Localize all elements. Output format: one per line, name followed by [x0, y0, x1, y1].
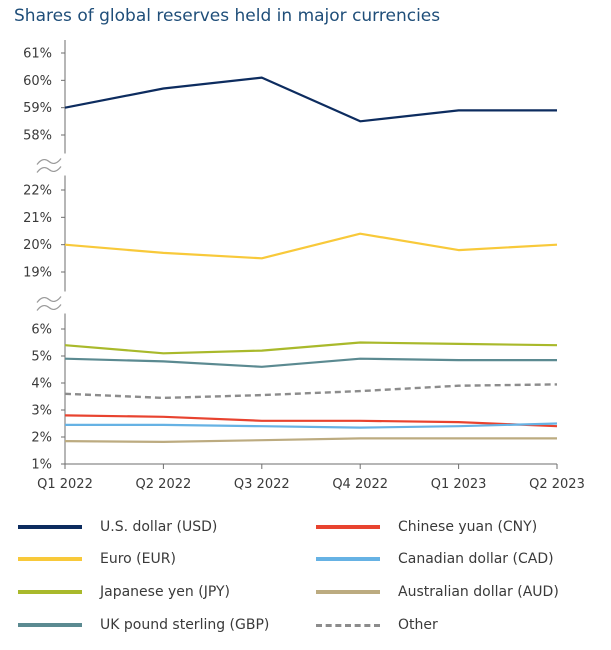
legend-item: Canadian dollar (CAD) [316, 548, 554, 570]
legend-item: Other [316, 614, 438, 636]
y-tick-label: 6% [31, 323, 52, 338]
series-line-chinese-yuan-cny [64, 414, 558, 428]
legend-item: U.S. dollar (USD) [18, 516, 217, 538]
legend: U.S. dollar (USD) Chinese yuan (CNY) Eur… [18, 516, 608, 646]
axis-break-mask [35, 153, 75, 176]
legend-swatch-other [316, 623, 380, 627]
axis-break-icon [36, 304, 62, 311]
x-tick-label: Q1 2023 [431, 477, 487, 492]
series-line-u-s-dollar-usd [64, 76, 557, 123]
legend-label: Other [398, 617, 438, 633]
legend-swatch-cny [316, 525, 380, 529]
legend-item: Australian dollar (AUD) [316, 581, 559, 603]
x-tick-label: Q3 2022 [234, 477, 290, 492]
axis-break-icon [36, 296, 62, 303]
legend-swatch-gbp [18, 623, 82, 627]
y-tick-label: 2% [31, 431, 52, 446]
y-tick-label: 59% [23, 101, 52, 116]
legend-item: Japanese yen (JPY) [18, 581, 230, 603]
legend-swatch-eur [18, 557, 82, 561]
axis-break-icon [36, 166, 62, 173]
legend-label: Euro (EUR) [100, 551, 176, 567]
series-line-canadian-dollar-cad [65, 422, 558, 429]
legend-item: Chinese yuan (CNY) [316, 516, 537, 538]
y-tick-label: 3% [31, 404, 52, 419]
legend-item: UK pound sterling (GBP) [18, 614, 269, 636]
y-tick-label: 1% [31, 458, 52, 473]
y-tick-label: 22% [23, 184, 52, 199]
x-tick-label: Q2 2023 [529, 477, 585, 492]
y-tick-label: 20% [23, 238, 52, 253]
legend-swatch-cad [316, 557, 380, 561]
y-tick-label: 61% [23, 47, 52, 62]
legend-swatch-usd [18, 525, 82, 529]
legend-label: U.S. dollar (USD) [100, 519, 218, 535]
legend-swatch-aud [316, 590, 380, 594]
y-tick-label: 21% [23, 211, 52, 226]
legend-label: Japanese yen (JPY) [100, 584, 230, 600]
legend-swatch-jpy [18, 590, 82, 594]
x-tick-label: Q1 2022 [37, 477, 93, 492]
series-line-euro-eur [64, 232, 558, 260]
x-tick-label: Q2 2022 [136, 477, 192, 492]
y-tick-label: 58% [23, 129, 52, 144]
series-line-other [64, 383, 558, 400]
axis-break-icon [36, 158, 62, 165]
series-line-uk-pound-sterling-gbp [64, 357, 557, 368]
y-tick-label: 4% [31, 377, 52, 392]
series-line-japanese-yen-jpy [64, 341, 558, 355]
legend-label: UK pound sterling (GBP) [100, 617, 270, 633]
line-chart: 61% 60% 59% 58% 22% 21% 20% 19% 6% 5% 4% 3% 2% 1% Q1 2… [23, 40, 585, 492]
series-line-australian-dollar-aud [64, 437, 557, 443]
legend-label: Canadian dollar (CAD) [398, 551, 554, 567]
y-tick-label: 5% [31, 350, 52, 365]
y-tick-label: 19% [23, 266, 52, 281]
legend-item: Euro (EUR) [18, 548, 176, 570]
x-tick-label: Q4 2022 [332, 477, 388, 492]
axis-break-mask [35, 291, 75, 314]
legend-label: Australian dollar (AUD) [398, 584, 559, 600]
chart-title: Shares of global reserves held in major … [14, 6, 441, 26]
y-tick-label: 60% [23, 74, 52, 89]
legend-label: Chinese yuan (CNY) [398, 519, 538, 535]
